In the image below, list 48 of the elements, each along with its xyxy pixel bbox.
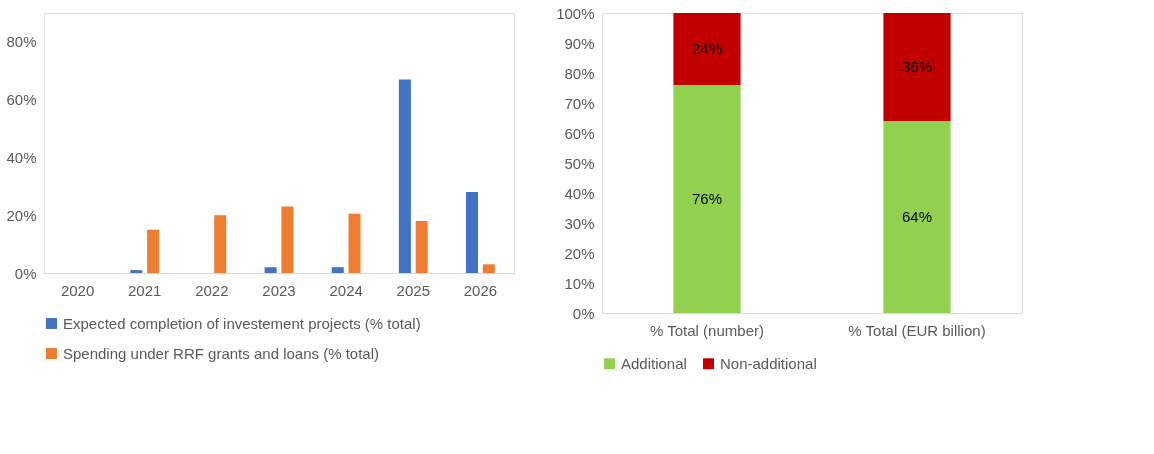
y-tick-label: 60%	[564, 124, 595, 142]
y-tick-label: 80%	[564, 64, 595, 82]
bar	[331, 267, 344, 273]
data-label: 64%	[901, 208, 933, 225]
bar	[281, 206, 294, 273]
legend-label: Expected completion of investement projects (% total)	[63, 314, 421, 332]
data-label: 24%	[691, 40, 723, 57]
bar	[673, 13, 741, 85]
y-tick-label: 70%	[564, 94, 595, 112]
y-tick-label: 20%	[6, 206, 37, 224]
bar	[214, 215, 227, 273]
x-tick-label: % Total (EUR billion)	[848, 321, 986, 339]
bar	[348, 213, 361, 273]
data-label: 36%	[901, 58, 933, 75]
x-tick-label: 2022	[195, 281, 229, 299]
x-tick-label: % Total (number)	[650, 321, 764, 339]
bar	[673, 85, 741, 313]
bar	[415, 221, 428, 273]
y-tick-label: 40%	[564, 184, 595, 202]
y-tick-label: 50%	[564, 154, 595, 172]
y-tick-label: 10%	[564, 274, 595, 292]
x-tick-label: 2024	[329, 281, 363, 299]
y-tick-label: 60%	[6, 91, 37, 109]
bar	[466, 192, 479, 273]
x-tick-label: 2020	[60, 281, 95, 299]
legend-label: Non-additional	[720, 354, 817, 372]
y-tick-label: 40%	[6, 148, 37, 166]
bar	[398, 79, 411, 273]
y-tick-label: 30%	[564, 214, 595, 232]
bar	[482, 264, 495, 273]
y-tick-label: 0%	[14, 264, 37, 282]
x-tick-label: 2023	[262, 281, 296, 299]
bar	[264, 267, 277, 273]
legend-label: Additional	[621, 354, 687, 372]
x-tick-label: 2026	[463, 281, 498, 299]
data-label: 76%	[691, 190, 723, 207]
bar	[130, 270, 143, 273]
y-tick-label: 0%	[572, 304, 595, 322]
y-tick-label: 90%	[564, 34, 595, 52]
y-tick-label: 100%	[556, 4, 595, 22]
bar	[147, 229, 160, 273]
bar	[883, 121, 951, 313]
y-tick-label: 20%	[564, 244, 595, 262]
y-tick-label: 80%	[6, 33, 37, 51]
legend-label: Spending under RRF grants and loans (% total)	[63, 344, 380, 362]
x-tick-label: 2025	[396, 281, 430, 299]
bar	[883, 13, 951, 121]
x-tick-label: 2021	[128, 281, 162, 299]
